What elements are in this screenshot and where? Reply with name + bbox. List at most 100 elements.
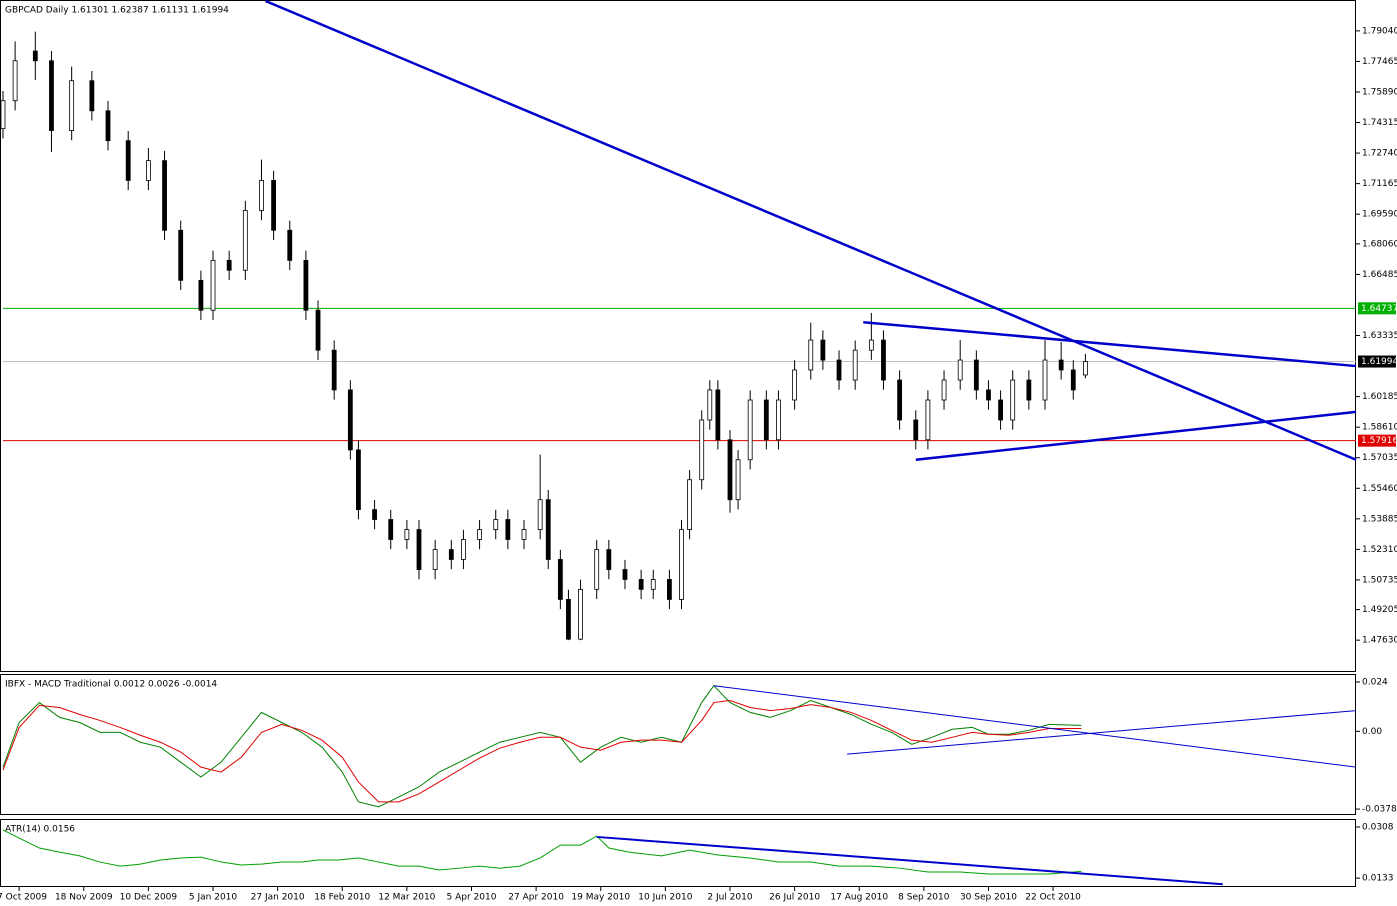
price-panel xyxy=(0,0,1356,672)
x-tick-label: 5 Jan 2010 xyxy=(189,893,237,903)
candle-body xyxy=(679,529,684,600)
candle-body xyxy=(404,529,410,540)
x-tick-label: 18 Nov 2009 xyxy=(55,893,113,903)
candle-body xyxy=(303,259,309,311)
y-tick-label: 1.71165 xyxy=(1362,179,1397,189)
panel-title: ATR(14) 0.0156 xyxy=(5,825,75,835)
candle-body xyxy=(897,379,903,421)
candle-body xyxy=(477,529,482,540)
y-tick-label: 0.00 xyxy=(1362,727,1382,737)
trend-line xyxy=(265,0,1357,461)
x-tick-label: 18 Feb 2010 xyxy=(314,893,370,903)
candle-body xyxy=(1083,361,1088,376)
candle-body xyxy=(667,579,672,600)
candle-body xyxy=(852,349,858,381)
y-tick-label: 1.58610 xyxy=(1362,423,1397,433)
candle-body xyxy=(210,259,216,311)
trend-line xyxy=(863,320,1357,368)
y-tick-label: 1.66485 xyxy=(1362,270,1397,280)
candle-body xyxy=(1042,359,1048,401)
x-tick-label: 26 Jul 2010 xyxy=(769,893,820,903)
y-tick-label: 1.55460 xyxy=(1362,484,1397,494)
atr-panel xyxy=(0,819,1356,887)
series-line xyxy=(2,829,1082,875)
trend-line xyxy=(713,685,1357,768)
candle-body xyxy=(125,140,131,181)
x-tick-label: 8 Sep 2010 xyxy=(898,893,950,903)
candle-body xyxy=(12,60,18,102)
candle-body xyxy=(259,180,264,211)
candle-body xyxy=(707,389,713,421)
y-tick-label: 1.75890 xyxy=(1362,87,1397,97)
candle-body xyxy=(226,259,232,271)
candle-body xyxy=(448,549,454,560)
candle-body xyxy=(32,50,38,62)
x-tick-label: 10 Jun 2010 xyxy=(638,893,692,903)
x-tick-label: 2 Jul 2010 xyxy=(707,893,752,903)
y-tick-label: 1.79040 xyxy=(1362,26,1397,36)
panel-title: GBPCAD Daily 1.61301 1.62387 1.61131 1.6… xyxy=(5,6,229,16)
y-tick-label: 1.53885 xyxy=(1362,514,1397,524)
y-tick-label: 1.60185 xyxy=(1362,392,1397,402)
x-tick-label: 19 May 2010 xyxy=(571,893,630,903)
candle-body xyxy=(49,60,54,131)
x-tick-label: 22 Oct 2010 xyxy=(1025,893,1081,903)
candle-body xyxy=(868,339,874,351)
candle-body xyxy=(505,519,511,540)
level-label: 1.61994 xyxy=(1361,357,1397,367)
level-label-bg xyxy=(1358,434,1396,447)
candle-body xyxy=(356,449,361,511)
candle-body xyxy=(622,569,628,580)
y-tick-label: 1.57035 xyxy=(1362,453,1397,463)
candle-body xyxy=(638,579,644,590)
x-tick-label: 30 Sep 2010 xyxy=(960,893,1017,903)
x-tick-label: 27 Apr 2010 xyxy=(508,893,564,903)
candle-body xyxy=(820,339,826,361)
y-tick-label: 0.024 xyxy=(1362,677,1388,687)
level-label: 1.64737 xyxy=(1361,304,1397,314)
candle-body xyxy=(242,210,248,271)
panel-title: IBFX - MACD Traditional 0.0012 0.0026 -0… xyxy=(5,680,217,690)
candle-body xyxy=(763,399,769,441)
candle-body xyxy=(315,309,321,351)
candle-body xyxy=(461,539,466,560)
trend-line xyxy=(847,710,1357,755)
candle-body xyxy=(372,509,377,520)
candle-body xyxy=(432,549,438,570)
candle-body xyxy=(331,349,337,391)
y-tick-label: 1.68060 xyxy=(1362,239,1397,249)
candle-body xyxy=(388,519,394,540)
candle-body xyxy=(1058,359,1064,371)
x-tick-label: 5 Apr 2010 xyxy=(447,893,497,903)
candle-body xyxy=(913,419,919,441)
level-label: 1.57916 xyxy=(1361,436,1397,446)
candle-body xyxy=(650,579,656,590)
candle-body xyxy=(727,439,733,501)
candle-body xyxy=(776,399,781,441)
macd-panel xyxy=(0,674,1356,815)
x-tick-label: 12 Mar 2010 xyxy=(378,893,435,903)
candle-body xyxy=(178,229,184,281)
x-tick-label: 27 Jan 2010 xyxy=(251,893,305,903)
candle-body xyxy=(69,80,75,131)
candle-body xyxy=(715,389,721,441)
candle-body xyxy=(1010,379,1016,421)
candle-body xyxy=(998,399,1003,421)
candle-body xyxy=(792,369,798,401)
candle-body xyxy=(687,479,692,530)
trend-line xyxy=(596,835,1223,886)
candle-body xyxy=(925,399,931,441)
x-tick-label: 27 Oct 2009 xyxy=(0,893,47,903)
candle-body xyxy=(986,389,991,401)
candle-body xyxy=(1026,379,1032,401)
x-tick-label: 17 Aug 2010 xyxy=(830,893,888,903)
y-tick-label: -0.0378 xyxy=(1362,805,1397,815)
candle-body xyxy=(347,389,353,451)
y-tick-label: 1.77465 xyxy=(1362,57,1397,67)
candle-body xyxy=(578,588,583,640)
candle-body xyxy=(493,519,499,530)
candle-body xyxy=(973,359,979,391)
candle-body xyxy=(145,160,151,181)
